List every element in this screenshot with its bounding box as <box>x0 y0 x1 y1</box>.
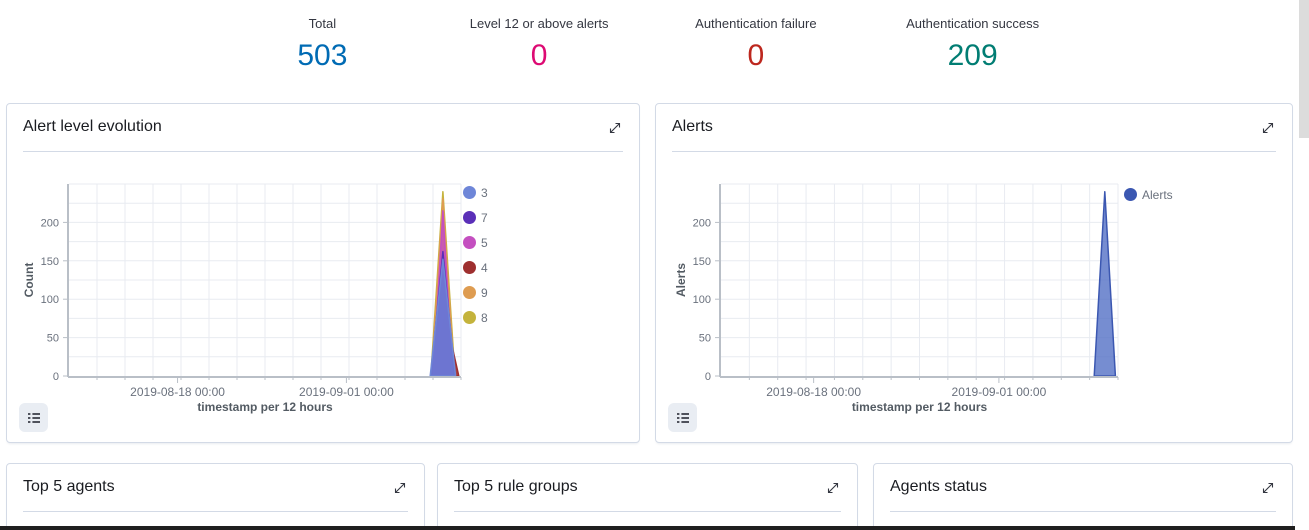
y-tick-label: 200 <box>693 217 711 229</box>
legend-item-Alerts[interactable]: Alerts <box>1124 182 1173 207</box>
legend-dot-icon <box>463 286 476 299</box>
legend-item-9[interactable]: 9 <box>463 280 488 305</box>
legend-label: 5 <box>481 235 488 250</box>
divider <box>23 511 408 512</box>
stat-label: Total <box>308 16 337 31</box>
legend-dot-icon <box>463 311 476 324</box>
panel-agents-status: Agents status <box>873 463 1293 530</box>
stat-label: Authentication failure <box>695 16 817 31</box>
x-axis-title: timestamp per 12 hours <box>852 400 988 414</box>
divider <box>454 511 841 512</box>
y-axis-title: Count <box>22 263 36 298</box>
panel-header: Top 5 rule groups <box>438 464 857 498</box>
stat-auth-failure: Authentication failure 0 <box>648 16 865 72</box>
x-tick-label: 2019-09-01 00:00 <box>952 385 1047 399</box>
panel-title: Alerts <box>672 118 713 135</box>
legend-dot-icon <box>1124 188 1137 201</box>
y-tick-label: 50 <box>47 333 59 345</box>
expand-icon[interactable] <box>1258 478 1278 498</box>
legend-toggle-icon[interactable] <box>668 403 697 432</box>
legend-item-4[interactable]: 4 <box>463 255 488 280</box>
x-tick-label: 2019-08-18 00:00 <box>130 385 225 399</box>
y-axis-title: Alerts <box>674 263 688 297</box>
panel-alerts: Alerts 0 50 100 150 200 2019-08-18 00:00 2019-… <box>655 103 1293 443</box>
area-series-Alerts <box>1093 190 1117 377</box>
legend-dot-icon <box>463 236 476 249</box>
y-tick-label: 0 <box>705 371 711 383</box>
legend-toggle-icon[interactable] <box>19 403 48 432</box>
y-tick-label: 100 <box>693 294 711 306</box>
stat-label: Authentication success <box>906 16 1040 31</box>
legend-item-7[interactable]: 7 <box>463 205 488 230</box>
stat-value: 209 <box>947 39 998 72</box>
panel-alert-level-evolution: Alert level evolution 0 50 100 150 200 2019-0… <box>6 103 640 443</box>
chart-legend: 3 7 5 4 9 8 <box>463 180 488 330</box>
panel-title: Alert level evolution <box>23 118 162 135</box>
alert-level-evolution-chart: 0 50 100 150 200 2019-08-18 00:00 2019-09-01 0… <box>22 183 462 414</box>
vertical-scrollbar[interactable] <box>1299 0 1309 530</box>
chart-legend: Alerts <box>1124 182 1173 207</box>
x-tick-label: 2019-08-18 00:00 <box>766 385 861 399</box>
legend-label: 7 <box>481 210 488 225</box>
stat-auth-success: Authentication success 209 <box>864 16 1081 72</box>
legend-dot-icon <box>463 211 476 224</box>
panel-header: Alerts <box>656 104 1292 138</box>
y-tick-label: 200 <box>41 217 59 229</box>
legend-dot-icon <box>463 186 476 199</box>
stat-label: Level 12 or above alerts <box>469 16 609 31</box>
panel-top5-rule-groups: Top 5 rule groups <box>437 463 858 530</box>
legend-item-5[interactable]: 5 <box>463 230 488 255</box>
stat-level12-alerts: Level 12 or above alerts 0 <box>431 16 648 72</box>
alerts-chart: 0 50 100 150 200 2019-08-18 00:00 2019-09-01 0… <box>674 183 1119 414</box>
stat-value: 0 <box>530 39 548 72</box>
panel-title: Agents status <box>890 478 987 495</box>
panel-header: Agents status <box>874 464 1292 498</box>
expand-icon[interactable] <box>1258 118 1278 138</box>
legend-label: 4 <box>481 260 488 275</box>
panel-header: Top 5 agents <box>7 464 424 498</box>
y-tick-label: 150 <box>693 256 711 268</box>
stat-value: 0 <box>747 39 765 72</box>
panel-header: Alert level evolution <box>7 104 639 138</box>
panel-top5-agents: Top 5 agents <box>6 463 425 530</box>
expand-icon[interactable] <box>605 118 625 138</box>
legend-label: 3 <box>481 185 488 200</box>
divider <box>890 511 1276 512</box>
scrollbar-thumb[interactable] <box>1299 0 1309 138</box>
stat-total: Total 503 <box>214 16 431 72</box>
legend-label: 8 <box>481 310 488 325</box>
expand-icon[interactable] <box>390 478 410 498</box>
panel-title: Top 5 agents <box>23 478 115 495</box>
y-tick-label: 50 <box>699 333 711 345</box>
legend-dot-icon <box>463 261 476 274</box>
legend-item-3[interactable]: 3 <box>463 180 488 205</box>
divider <box>672 151 1276 152</box>
legend-label: 9 <box>481 285 488 300</box>
divider <box>23 151 623 152</box>
legend-item-8[interactable]: 8 <box>463 305 488 330</box>
y-tick-label: 150 <box>41 256 59 268</box>
panel-title: Top 5 rule groups <box>454 478 578 495</box>
x-axis-title: timestamp per 12 hours <box>197 400 333 414</box>
expand-icon[interactable] <box>823 478 843 498</box>
y-tick-label: 0 <box>53 371 59 383</box>
y-tick-label: 100 <box>41 294 59 306</box>
stats-row: Total 503 Level 12 or above alerts 0 Aut… <box>214 16 1081 72</box>
stat-value: 503 <box>297 39 348 72</box>
bottom-edge-bar <box>0 526 1295 530</box>
x-tick-label: 2019-09-01 00:00 <box>299 385 394 399</box>
legend-label: Alerts <box>1142 187 1173 202</box>
